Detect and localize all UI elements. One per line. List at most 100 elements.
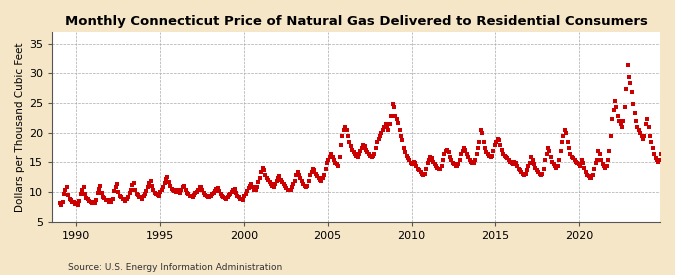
Point	[334, 155, 345, 159]
Point	[585, 176, 595, 180]
Point	[495, 143, 506, 147]
Point	[416, 172, 427, 176]
Point	[193, 188, 204, 192]
Point	[204, 195, 215, 200]
Point	[217, 194, 227, 199]
Point	[574, 164, 585, 168]
Point	[163, 180, 174, 184]
Point	[81, 196, 92, 200]
Point	[383, 128, 394, 133]
Point	[344, 140, 354, 144]
Point	[54, 201, 65, 205]
Point	[92, 191, 103, 195]
Point	[446, 158, 457, 162]
Point	[273, 176, 284, 180]
Point	[208, 191, 219, 195]
Point	[600, 166, 611, 170]
Point	[462, 152, 472, 156]
Point	[552, 164, 563, 168]
Point	[231, 191, 242, 195]
Point	[556, 140, 567, 144]
Point	[347, 148, 358, 152]
Point	[624, 75, 634, 79]
Point	[214, 189, 225, 194]
Point	[358, 143, 369, 147]
Point	[151, 192, 161, 196]
Point	[407, 162, 418, 166]
Point	[475, 128, 486, 133]
Point	[400, 150, 410, 155]
Point	[113, 190, 124, 194]
Point	[371, 146, 381, 150]
Point	[264, 180, 275, 184]
Point	[155, 190, 166, 194]
Point	[651, 158, 662, 162]
Point	[333, 164, 344, 168]
Point	[97, 191, 107, 196]
Point	[428, 160, 439, 164]
Point	[513, 167, 524, 171]
Point	[414, 168, 425, 172]
Point	[534, 172, 545, 176]
Point	[130, 188, 140, 192]
Point	[67, 199, 78, 204]
Point	[505, 160, 516, 164]
Point	[122, 197, 132, 201]
Point	[242, 189, 252, 194]
Point	[589, 167, 599, 171]
Point	[240, 192, 251, 196]
Point	[218, 195, 229, 200]
Point	[368, 154, 379, 158]
Point	[544, 149, 555, 153]
Point	[138, 193, 149, 198]
Point	[633, 128, 644, 133]
Point	[59, 192, 70, 197]
Point	[445, 155, 456, 159]
Point	[219, 196, 230, 200]
Point	[611, 104, 622, 109]
Point	[497, 152, 508, 156]
Point	[466, 160, 477, 164]
Point	[246, 182, 256, 186]
Point	[457, 149, 468, 153]
Point	[225, 192, 236, 196]
Point	[492, 137, 503, 141]
Point	[270, 182, 281, 186]
Point	[514, 168, 525, 172]
Point	[626, 90, 637, 94]
Point	[250, 188, 261, 192]
Point	[282, 188, 293, 192]
Point	[281, 186, 292, 190]
Point	[591, 158, 602, 162]
Point	[56, 203, 67, 207]
Point	[182, 191, 192, 195]
Point	[165, 184, 176, 188]
Point	[287, 185, 298, 189]
Point	[86, 201, 97, 205]
Point	[394, 128, 405, 133]
Point	[622, 63, 633, 67]
Point	[530, 166, 541, 170]
Point	[604, 149, 615, 153]
Point	[443, 150, 454, 155]
Point	[442, 148, 453, 152]
Point	[275, 177, 286, 182]
Point	[234, 195, 244, 200]
Point	[316, 178, 327, 183]
Point	[154, 194, 165, 199]
Point	[596, 158, 607, 162]
Point	[617, 125, 628, 130]
Point	[90, 197, 101, 202]
Point	[478, 140, 489, 144]
Point	[547, 160, 558, 164]
Point	[140, 192, 151, 196]
Point	[527, 158, 538, 162]
Point	[549, 164, 560, 168]
Point	[576, 158, 587, 162]
Point	[101, 197, 111, 202]
Point	[437, 158, 448, 162]
Point	[601, 164, 612, 168]
Point	[364, 152, 375, 156]
Point	[190, 191, 201, 196]
Point	[555, 149, 566, 153]
